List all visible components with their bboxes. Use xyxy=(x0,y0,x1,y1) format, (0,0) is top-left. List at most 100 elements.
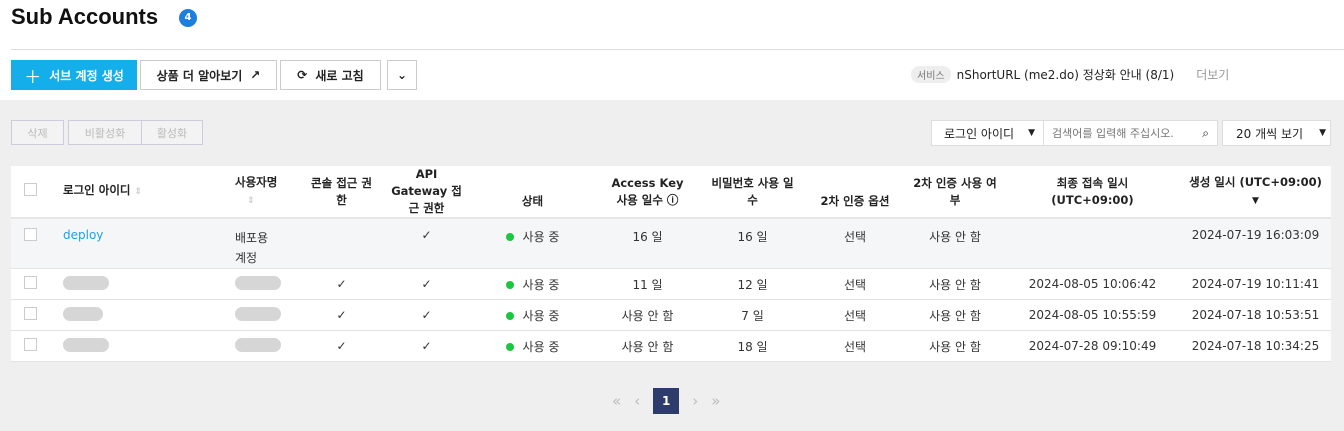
status-text: 사용 중 xyxy=(522,308,560,323)
password-days-cell: 18 일 xyxy=(700,330,805,362)
col-mfa-option: 2차 인증 옵션 xyxy=(805,166,905,219)
sort-icon[interactable]: ⇕ xyxy=(134,187,143,197)
deactivate-button[interactable]: 비활성화 xyxy=(68,120,142,145)
col-login-id[interactable]: 로그인 아이디 ⇕ xyxy=(50,166,235,219)
sort-desc-icon[interactable]: ▼ xyxy=(1252,196,1259,206)
col-access-key-days: Access Key 사용 일수 ⓘ xyxy=(595,166,700,219)
mfa-option-cell: 선택 xyxy=(805,330,905,362)
last-login-cell: 2024-07-28 09:10:49 xyxy=(1005,330,1180,362)
status-cell: 사용 중 xyxy=(470,299,595,331)
count-badge: 4 xyxy=(179,9,197,27)
refresh-button[interactable]: ⟳ 새로 고침 xyxy=(280,60,381,90)
redacted-user-name xyxy=(235,337,281,352)
page-1-button[interactable]: 1 xyxy=(653,388,680,414)
create-sub-account-button[interactable]: ＋ 서브 계정 생성 xyxy=(11,60,137,90)
created-cell: 2024-07-18 10:53:51 xyxy=(1180,299,1331,331)
col-label: 로그인 아이디 xyxy=(63,183,131,197)
console-access-cell: ✓ xyxy=(300,330,383,362)
redacted-login-id xyxy=(63,275,109,290)
created-cell: 2024-07-19 16:03:09 xyxy=(1180,218,1331,269)
redacted-login-id xyxy=(63,306,103,321)
console-access-cell: ✓ xyxy=(300,299,383,331)
row-checkbox[interactable] xyxy=(24,307,37,320)
more-dropdown-button[interactable]: ⌄ xyxy=(387,60,417,90)
search-input[interactable] xyxy=(1052,126,1187,140)
last-login-cell xyxy=(1005,218,1180,269)
api-access-cell: ✓ xyxy=(383,330,470,362)
col-last-login: 최종 접속 일시 (UTC+09:00) xyxy=(1005,166,1180,219)
delete-button[interactable]: 삭제 xyxy=(11,120,64,145)
api-access-cell: ✓ xyxy=(383,268,470,300)
user-name-cell xyxy=(235,330,300,362)
last-page-icon[interactable]: » xyxy=(711,392,721,410)
select-all-cell xyxy=(11,166,50,219)
plus-icon: ＋ xyxy=(24,67,42,88)
password-days-cell: 16 일 xyxy=(700,218,805,269)
user-name-cell xyxy=(235,268,300,300)
status-cell: 사용 중 xyxy=(470,330,595,362)
col-created[interactable]: 생성 일시 (UTC+09:00) ▼ xyxy=(1180,166,1331,219)
col-label: Access Key 사용 일수 xyxy=(611,175,684,207)
col-user-name[interactable]: 사용자명 ⇕ xyxy=(235,166,300,219)
col-status: 상태 xyxy=(470,166,595,219)
status-dot-icon xyxy=(505,342,514,351)
table-row[interactable]: ✓ ✓ 사용 중 사용 안 함 18 일 선택 사용 안 함 2024-07-28 09:… xyxy=(11,330,1331,362)
user-name-cell xyxy=(235,299,300,331)
search-icon[interactable]: ⌕ xyxy=(1202,125,1209,140)
login-id-cell xyxy=(50,299,235,331)
select-all-checkbox[interactable] xyxy=(24,182,37,196)
sub-accounts-table: 로그인 아이디 ⇕ 사용자명 ⇕ 콘솔 접근 권한 API Gateway 접근 … xyxy=(11,166,1331,362)
learn-more-button[interactable]: 상품 더 알아보기 ↗ xyxy=(140,60,277,90)
col-console: 콘솔 접근 권한 xyxy=(300,166,383,219)
console-access-cell xyxy=(300,218,383,269)
first-page-icon[interactable]: « xyxy=(612,392,622,410)
mfa-enabled-cell: 사용 안 함 xyxy=(905,330,1005,362)
login-id-link[interactable]: deploy xyxy=(63,228,104,242)
table-row[interactable]: ✓ ✓ 사용 중 11 일 12 일 선택 사용 안 함 2024-08-05 10:06… xyxy=(11,268,1331,300)
search-field-select[interactable]: 로그인 아이디 ▼ xyxy=(931,120,1044,146)
external-link-icon: ↗ xyxy=(250,68,261,82)
user-name: 배포용 계정 xyxy=(235,231,269,265)
prev-page-icon[interactable]: ‹ xyxy=(634,392,641,410)
col-label: 사용자명 xyxy=(235,175,278,189)
activate-button[interactable]: 활성화 xyxy=(141,120,203,145)
pagination: « ‹ 1 › » xyxy=(612,388,720,414)
row-checkbox[interactable] xyxy=(24,338,37,351)
password-days-cell: 7 일 xyxy=(700,299,805,331)
user-name-cell: 배포용 계정 xyxy=(235,218,300,269)
search-box[interactable]: ⌕ xyxy=(1043,120,1218,146)
row-checkbox[interactable] xyxy=(24,228,37,241)
page-size-select[interactable]: 20 개씩 보기 ▼ xyxy=(1222,120,1331,146)
mfa-enabled-cell: 사용 안 함 xyxy=(905,268,1005,300)
caret-down-icon: ▼ xyxy=(1028,128,1035,138)
table-row[interactable]: deploy 배포용 계정 ✓ 사용 중 16 일 16 일 선택 사용 안 함 202… xyxy=(11,218,1331,269)
access-key-days-cell: 11 일 xyxy=(595,268,700,300)
help-icon[interactable]: ⓘ xyxy=(666,192,679,207)
row-checkbox[interactable] xyxy=(24,276,37,289)
api-access-cell: ✓ xyxy=(383,218,470,269)
login-id-cell: deploy xyxy=(50,218,235,269)
sort-icon[interactable]: ⇕ xyxy=(247,196,255,206)
page-title: Sub Accounts xyxy=(11,4,159,29)
page-size-label: 20 개씩 보기 xyxy=(1236,126,1304,141)
mfa-option-cell: 선택 xyxy=(805,299,905,331)
access-key-days-cell: 16 일 xyxy=(595,218,700,269)
status-text: 사용 중 xyxy=(522,277,560,292)
notice-more-link[interactable]: 더보기 xyxy=(1196,68,1230,82)
next-page-icon[interactable]: › xyxy=(692,392,699,410)
top-bar: Sub Accounts 4 ＋ 서브 계정 생성 상품 더 알아보기 ↗ ⟳ 새로 … xyxy=(0,0,1344,100)
col-label: 생성 일시 (UTC+09:00) xyxy=(1189,175,1322,189)
refresh-label: 새로 고침 xyxy=(315,68,364,83)
access-key-days-cell: 사용 안 함 xyxy=(595,330,700,362)
create-label: 서브 계정 생성 xyxy=(49,68,124,83)
search-field-label: 로그인 아이디 xyxy=(944,126,1015,141)
row-select-cell xyxy=(11,299,50,331)
notice-text[interactable]: nShortURL (me2.do) 정상화 안내 (8/1) xyxy=(956,68,1175,82)
col-api-gateway: API Gateway 접근 권한 xyxy=(383,166,470,219)
redacted-user-name xyxy=(235,306,281,321)
mfa-option-cell: 선택 xyxy=(805,268,905,300)
status-cell: 사용 중 xyxy=(470,218,595,269)
status-cell: 사용 중 xyxy=(470,268,595,300)
mfa-enabled-cell: 사용 안 함 xyxy=(905,218,1005,269)
